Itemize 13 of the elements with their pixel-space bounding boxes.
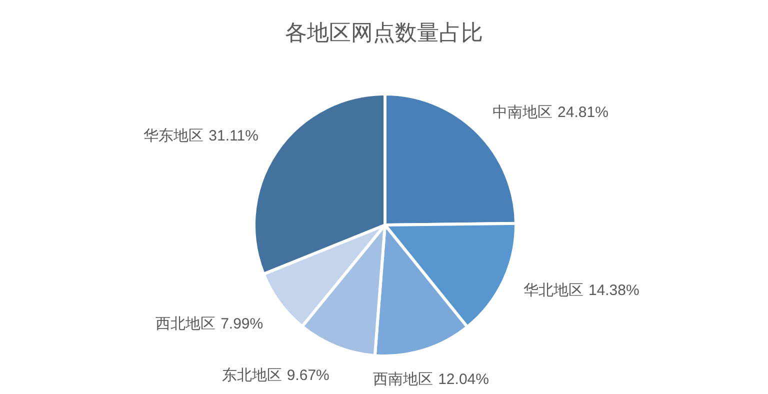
slice-label: 华北地区 (523, 282, 584, 300)
slice-label: 西南地区 (373, 371, 434, 388)
data-label: 12.04% (438, 371, 489, 388)
data-label: 14.38% (588, 282, 640, 300)
data-label: 9.67% (286, 367, 330, 384)
data-label: 7.99% (220, 316, 264, 333)
slice-label: 华东地区 (144, 127, 204, 144)
slice-label: 中南地区 (492, 104, 553, 122)
slice-label: 东北地区 (222, 367, 282, 384)
data-label: 31.11% (208, 127, 258, 144)
data-label: 24.81% (558, 104, 608, 122)
chart-title: 各地区网点数量占比 (285, 20, 483, 45)
slice-label: 西北地区 (156, 316, 216, 333)
